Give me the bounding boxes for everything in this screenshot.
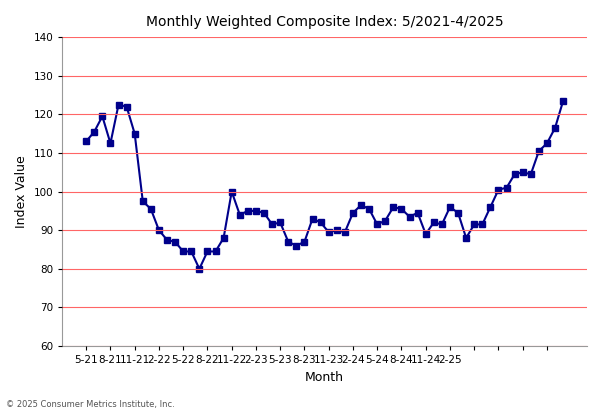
Title: Monthly Weighted Composite Index: 5/2021-4/2025: Monthly Weighted Composite Index: 5/2021… [146,15,503,29]
Text: © 2025 Consumer Metrics Institute, Inc.: © 2025 Consumer Metrics Institute, Inc. [6,400,175,409]
X-axis label: Month: Month [305,371,344,384]
Y-axis label: Index Value: Index Value [15,155,28,228]
